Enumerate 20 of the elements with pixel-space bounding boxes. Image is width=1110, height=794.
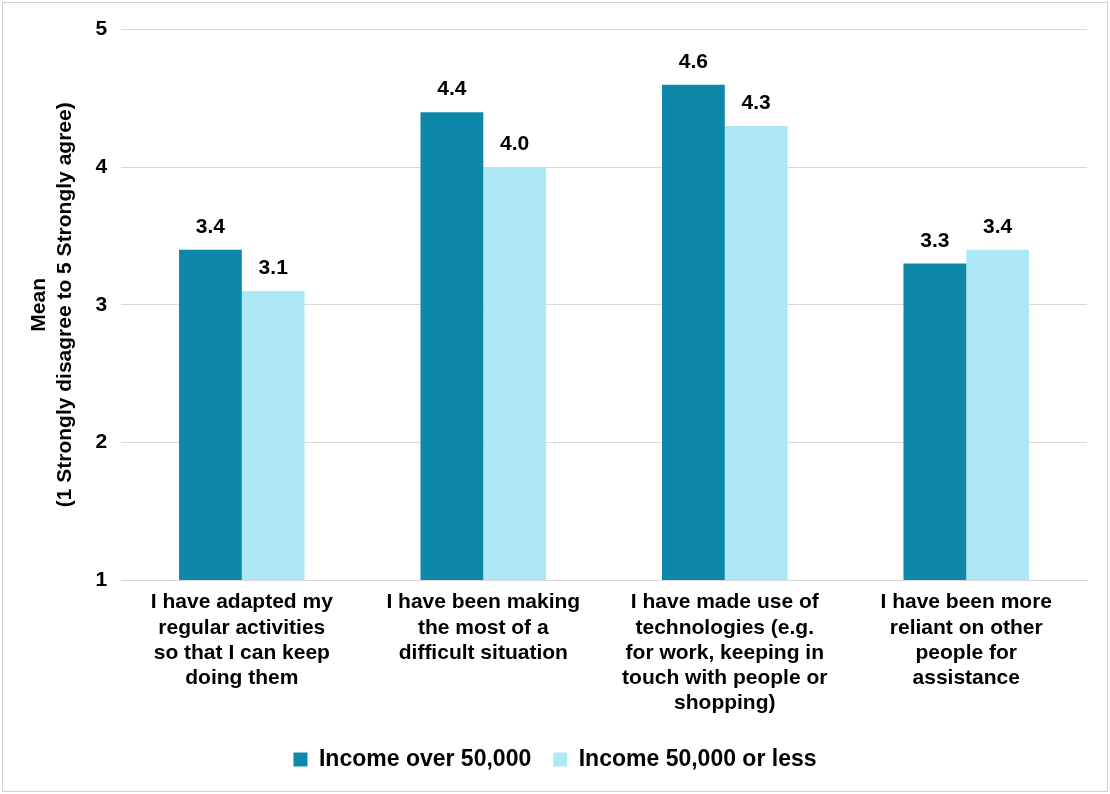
legend-label: Income 50,000 or less bbox=[578, 744, 817, 771]
data-label: 4.6 bbox=[678, 48, 708, 72]
x-tick-label: I have made use of technologies (e.g. for work, keeping in touch with people or shopping) bbox=[622, 589, 828, 714]
data-label: 3.3 bbox=[920, 227, 950, 251]
x-tick-label: I have been more reliant on other people for assistance bbox=[880, 589, 1053, 688]
data-label: 3.1 bbox=[258, 255, 289, 279]
x-tick-label: I have adapted my regular activities so that I can keep doing them bbox=[150, 589, 334, 688]
data-label: 4.0 bbox=[500, 131, 530, 155]
x-tick-label: I have been making the most of a difficult situation bbox=[386, 589, 581, 663]
y-tick-label: 2 bbox=[95, 429, 108, 453]
y-tick-label: 5 bbox=[95, 16, 108, 40]
data-label: 4.3 bbox=[741, 90, 771, 114]
y-tick-label: 3 bbox=[95, 291, 108, 315]
data-label: 4.4 bbox=[437, 76, 467, 100]
y-tick-label: 1 bbox=[95, 566, 108, 590]
data-label: 3.4 bbox=[983, 214, 1013, 238]
y-tick-label: 4 bbox=[95, 154, 108, 177]
data-label: 3.4 bbox=[195, 214, 226, 238]
legend-label: Income over 50,000 bbox=[318, 744, 532, 771]
y-axis-title: Mean (1 Strongly disagree to 5 Strongly agree) bbox=[26, 102, 75, 508]
